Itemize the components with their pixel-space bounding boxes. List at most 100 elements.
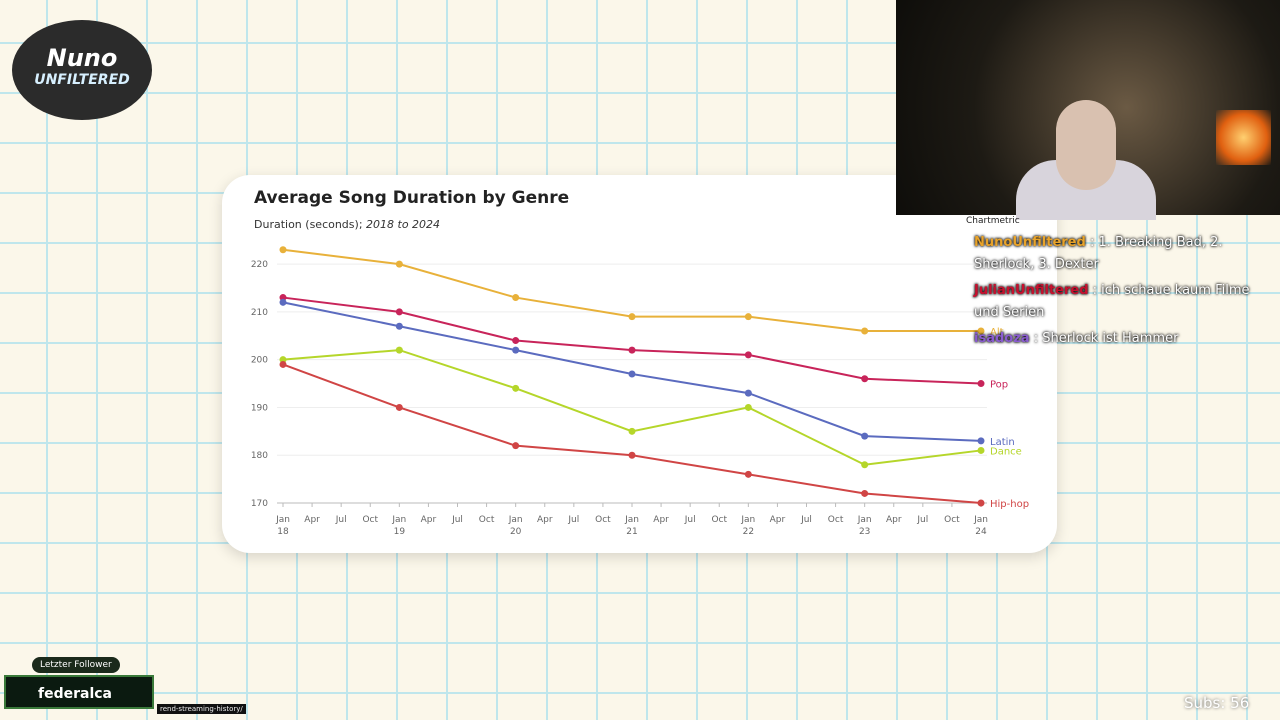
point — [977, 327, 985, 335]
point — [395, 260, 403, 268]
x-tick-label: Jul — [800, 515, 812, 525]
x-tick-label: Jul — [335, 515, 347, 525]
chat-message: isadoza : Sherlock ist Hammer — [974, 328, 1274, 350]
point — [861, 489, 869, 497]
x-tick-label: Jan — [391, 515, 406, 525]
x-tick-label: Apr — [886, 515, 902, 525]
point — [279, 360, 287, 368]
x-tick-label: Jul — [451, 515, 463, 525]
point — [512, 346, 520, 354]
series-label: Latin — [990, 437, 1015, 448]
y-tick-label: 180 — [251, 451, 268, 461]
x-tick-label: Oct — [479, 515, 495, 525]
point — [744, 470, 752, 478]
x-year-label: 20 — [510, 527, 522, 537]
point — [512, 442, 520, 450]
y-tick-label: 210 — [251, 308, 268, 318]
point — [744, 389, 752, 397]
point — [628, 313, 636, 321]
url: rend-streaming-history/ — [157, 704, 246, 714]
chat-user: isadoza — [974, 331, 1030, 346]
chat: NunoUnfiltered : 1. Breaking Bad, 2. She… — [974, 230, 1274, 354]
point — [861, 375, 869, 383]
chat-message: NunoUnfiltered : 1. Breaking Bad, 2. She… — [974, 232, 1274, 276]
x-tick-label: Jan — [624, 515, 639, 525]
point — [744, 351, 752, 359]
point — [395, 308, 403, 316]
x-year-label: 19 — [394, 527, 406, 537]
series-label: Dance — [990, 446, 1022, 457]
point — [395, 346, 403, 354]
y-tick-label: 170 — [251, 499, 268, 509]
point — [512, 294, 520, 302]
x-tick-label: Apr — [304, 515, 320, 525]
point — [977, 446, 985, 454]
point — [628, 451, 636, 459]
logo-text: Nuno — [46, 44, 118, 72]
chart-source: Chartmetric — [966, 216, 1020, 226]
point — [977, 499, 985, 507]
subtitle-range: 2018 to 2024 — [366, 218, 440, 231]
x-tick-label: Jan — [857, 515, 872, 525]
x-year-label: 24 — [975, 527, 987, 537]
point — [512, 384, 520, 392]
point — [395, 322, 403, 330]
chat-text: : Sherlock ist Hammer — [1033, 331, 1179, 346]
x-tick-label: Apr — [421, 515, 437, 525]
follower-label: Letzter Follower — [32, 657, 120, 673]
chart-subtitle: Duration (seconds); 2018 to 2024 — [254, 218, 440, 231]
webcam — [896, 0, 1280, 220]
subtitle: Duration (seconds); — [254, 218, 363, 231]
logo: Nuno UNFILTERED — [12, 20, 152, 120]
y-tick-label: 200 — [251, 356, 268, 366]
series-label: Pop — [990, 380, 1008, 391]
x-tick-label: Apr — [653, 515, 669, 525]
chart-card: Average Song Duration by Genre Duration … — [222, 175, 1057, 553]
x-tick-label: Jan — [275, 515, 290, 525]
series-label: Hip-hop — [990, 499, 1029, 510]
point — [744, 313, 752, 321]
point — [977, 437, 985, 445]
x-tick-label: Oct — [362, 515, 378, 525]
chat-text: : 1. Breaking Bad, 2. Sherlock, 3. Dexte… — [974, 235, 1223, 272]
point — [744, 403, 752, 411]
x-tick-label: Jul — [567, 515, 579, 525]
chat-user: JulianUnfiltered — [974, 283, 1089, 298]
x-tick-label: Oct — [828, 515, 844, 525]
point — [628, 370, 636, 378]
chat-user: NunoUnfiltered — [974, 235, 1086, 250]
x-year-label: 22 — [743, 527, 754, 537]
point — [512, 337, 520, 345]
x-tick-label: Apr — [537, 515, 553, 525]
point — [977, 380, 985, 388]
chat-message: JulianUnfiltered : ich schaue kaum Filme… — [974, 280, 1274, 324]
point — [628, 346, 636, 354]
x-year-label: 18 — [277, 527, 289, 537]
point — [861, 327, 869, 335]
x-year-label: 21 — [626, 527, 637, 537]
x-tick-label: Jan — [740, 515, 755, 525]
point — [861, 461, 869, 469]
x-tick-label: Jan — [973, 515, 988, 525]
point — [861, 432, 869, 440]
x-year-label: 23 — [859, 527, 870, 537]
point — [279, 246, 287, 254]
logo-text: UNFILTERED — [34, 72, 130, 88]
chart-title: Average Song Duration by Genre — [254, 188, 569, 208]
x-tick-label: Jul — [916, 515, 928, 525]
x-tick-label: Oct — [711, 515, 727, 525]
follower-name: federalca — [4, 675, 154, 709]
x-tick-label: Jan — [508, 515, 523, 525]
x-tick-label: Oct — [944, 515, 960, 525]
x-tick-label: Oct — [595, 515, 611, 525]
y-tick-label: 220 — [251, 260, 268, 270]
series-label: Alt — [990, 327, 1004, 338]
point — [279, 298, 287, 306]
chat-text: : ich schaue kaum Filme und Serien — [974, 283, 1250, 320]
chart: Average Song Duration by Genre Duration … — [251, 188, 1029, 537]
point — [395, 403, 403, 411]
follower-widget: Letzter Follower federalca — [4, 655, 156, 713]
x-tick-label: Apr — [770, 515, 786, 525]
x-tick-label: Jul — [684, 515, 696, 525]
